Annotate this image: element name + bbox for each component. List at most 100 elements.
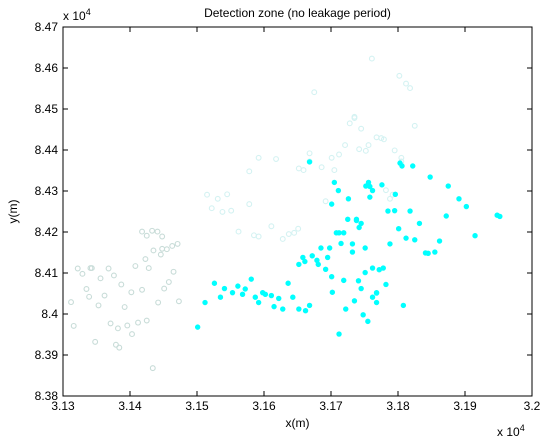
data-point — [396, 72, 403, 79]
data-point — [221, 285, 228, 292]
data-point — [174, 240, 181, 247]
data-point — [163, 246, 170, 253]
x-tick-label: 3.15 — [185, 399, 209, 413]
data-point — [342, 142, 349, 149]
data-point — [358, 125, 365, 132]
data-point — [154, 228, 161, 235]
data-point — [336, 151, 342, 158]
data-point — [315, 261, 321, 268]
data-point — [202, 299, 208, 306]
data-point — [150, 247, 157, 254]
data-point — [403, 80, 409, 87]
data-point — [273, 156, 280, 162]
data-point — [358, 285, 364, 292]
x-axis-label: x(m) — [286, 416, 310, 430]
data-point — [365, 179, 372, 186]
data-point — [242, 286, 248, 292]
data-point — [309, 253, 315, 259]
data-point — [145, 265, 152, 272]
data-point — [369, 265, 376, 271]
data-point — [276, 295, 282, 302]
data-point — [397, 160, 403, 166]
data-point — [228, 207, 235, 214]
x-tick-label: 3.18 — [386, 399, 410, 413]
data-point — [296, 261, 302, 268]
data-point — [95, 302, 102, 309]
data-point — [116, 344, 123, 351]
data-point — [391, 207, 398, 214]
data-point — [285, 280, 291, 286]
data-point — [143, 317, 150, 324]
data-point — [142, 256, 149, 263]
data-point — [262, 291, 269, 298]
data-point — [400, 302, 407, 309]
data-point — [235, 228, 242, 235]
data-point — [79, 270, 86, 277]
data-point — [328, 201, 335, 207]
data-point — [322, 198, 329, 205]
data-point — [351, 298, 358, 304]
data-point — [175, 298, 182, 305]
data-point — [88, 265, 95, 272]
data-point — [311, 89, 318, 96]
data-point — [139, 228, 146, 235]
data-point — [110, 272, 117, 279]
data-point — [92, 338, 99, 345]
data-point — [346, 120, 353, 127]
data-point — [445, 183, 451, 189]
data-point — [246, 168, 253, 175]
data-point — [341, 277, 347, 284]
data-point — [139, 286, 146, 293]
x-tick-label: 3.13 — [51, 399, 75, 413]
data-point — [86, 293, 93, 300]
data-point — [268, 292, 275, 299]
data-point — [369, 187, 376, 194]
data-point — [105, 265, 112, 272]
data-point — [329, 289, 336, 295]
data-point — [101, 292, 108, 299]
y-tick-label: 8.4 — [41, 307, 58, 321]
y-tick-label: 8.45 — [35, 102, 59, 116]
series-0 — [68, 227, 182, 372]
data-point — [385, 208, 391, 214]
data-point — [345, 216, 351, 222]
data-point — [345, 196, 352, 202]
data-point — [295, 165, 302, 172]
data-point — [362, 147, 369, 154]
data-point — [356, 224, 362, 231]
data-point — [204, 191, 211, 198]
data-point — [369, 294, 376, 300]
data-point — [255, 154, 262, 161]
data-point — [349, 249, 356, 255]
data-point — [217, 294, 224, 300]
data-point — [239, 291, 246, 298]
data-point — [403, 235, 409, 241]
data-point — [395, 226, 402, 232]
data-point — [161, 285, 168, 292]
data-point — [295, 225, 302, 232]
data-point — [341, 230, 347, 236]
data-point — [235, 283, 241, 289]
data-point — [362, 245, 368, 251]
data-point — [97, 275, 104, 282]
data-point — [68, 299, 74, 306]
data-point — [349, 241, 356, 247]
data-point — [365, 142, 372, 149]
data-point — [368, 55, 375, 62]
data-point — [387, 241, 393, 247]
data-point — [328, 273, 335, 280]
data-point — [497, 213, 503, 220]
data-point — [255, 299, 262, 306]
data-point — [224, 191, 231, 198]
data-point — [306, 150, 313, 157]
chart-title: Detection zone (no leakage period) — [204, 6, 391, 20]
y-tick-label: 8.44 — [35, 143, 59, 157]
data-point — [353, 216, 360, 222]
data-point — [194, 324, 201, 330]
data-point — [306, 159, 313, 165]
data-point — [392, 191, 399, 197]
x-tick-label: 3.2 — [524, 399, 541, 413]
data-point — [157, 251, 164, 258]
data-point — [318, 245, 324, 251]
